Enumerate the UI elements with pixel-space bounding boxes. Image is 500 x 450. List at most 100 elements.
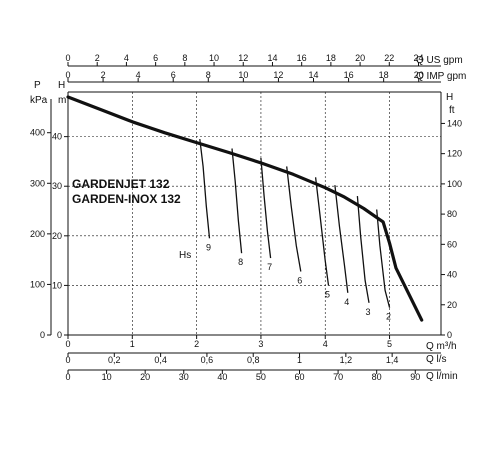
lps-tick-label: 0,8 [247, 355, 260, 365]
kpa-tick-label: 300 [30, 178, 45, 188]
lmin-tick-label: 50 [256, 372, 266, 382]
right-h-unit-sub: ft [449, 105, 455, 116]
main-performance-curve [66, 95, 424, 322]
suction-curve-9 [199, 139, 211, 239]
lmin-tick-label: 30 [179, 372, 189, 382]
ft-tick-label: 120 [447, 149, 462, 159]
m3h-tick-label: 3 [258, 339, 263, 349]
imp-gpm-tick-label: 16 [344, 70, 354, 80]
m3h-tick-label: 2 [194, 339, 199, 349]
us-gpm-tick-label: 18 [326, 53, 336, 63]
us-gpm-tick-label: 2 [95, 53, 100, 63]
lps-tick-label: 0 [65, 355, 70, 365]
us-gpm-tick-label: 12 [238, 53, 248, 63]
suction-curve-label-9: 9 [206, 242, 211, 252]
ft-tick-label: 40 [447, 270, 457, 280]
suction-curve-label-7: 7 [267, 262, 272, 272]
grid [68, 92, 441, 335]
ft-tick-label: 80 [447, 209, 457, 219]
ft-tick-label: 60 [447, 239, 457, 249]
right-h-unit: H [446, 92, 453, 103]
suction-curve-4 [334, 185, 349, 293]
imp-gpm-tick-label: 14 [309, 70, 319, 80]
us-gpm-tick-label: 14 [267, 53, 277, 63]
suction-curve-label-4: 4 [344, 297, 349, 307]
imp-gpm-tick-label: 4 [136, 70, 141, 80]
lmin-tick-label: 20 [140, 372, 150, 382]
suction-curve-8 [231, 148, 243, 254]
h-m-tick-label: 0 [57, 330, 62, 340]
lmin-tick-label: 70 [333, 372, 343, 382]
m3h-tick-label: 4 [323, 339, 328, 349]
imp-gpm-tick-label: 6 [171, 70, 176, 80]
lmin-tick-label: 60 [295, 372, 305, 382]
left-h-unit: H [58, 80, 65, 91]
imp-gpm-tick-label: 20 [414, 70, 424, 80]
lmin-tick-label: 10 [102, 372, 112, 382]
us-gpm-tick-label: 8 [182, 53, 187, 63]
suction-curve-6 [286, 166, 302, 272]
left-p-unit: P [34, 80, 41, 91]
bottom-ls-unit: Q l/s [426, 354, 447, 365]
bottom-m3h-unit: Q m³/h [426, 341, 457, 352]
lmin-tick-label: 0 [65, 372, 70, 382]
imp-gpm-tick-label: 0 [65, 70, 70, 80]
us-gpm-tick-label: 20 [355, 53, 365, 63]
lps-tick-label: 1,4 [386, 355, 399, 365]
imp-gpm-tick-label: 2 [101, 70, 106, 80]
us-gpm-tick-label: 22 [384, 53, 394, 63]
top-imp-gpm-unit: Q IMP gpm [416, 71, 466, 82]
model-name-1: GARDENJET 132 [72, 177, 170, 191]
imp-gpm-tick-label: 12 [273, 70, 283, 80]
top-us-gpm-unit: Q US gpm [416, 55, 463, 66]
lmin-tick-label: 40 [217, 372, 227, 382]
suction-curve-3 [356, 196, 370, 303]
us-gpm-tick-label: 6 [153, 53, 158, 63]
suction-curve-5 [314, 177, 330, 286]
axes [50, 65, 442, 371]
m3h-tick-label: 5 [387, 339, 392, 349]
ft-tick-label: 140 [447, 118, 462, 128]
us-gpm-tick-label: 24 [414, 53, 424, 63]
kpa-tick-label: 0 [40, 330, 45, 340]
suction-curve-2 [376, 209, 391, 308]
model-name-2: GARDEN-INOX 132 [72, 192, 181, 206]
ft-tick-label: 100 [447, 179, 462, 189]
suction-curve-7 [260, 157, 272, 259]
kpa-tick-label: 200 [30, 229, 45, 239]
us-gpm-tick-label: 16 [297, 53, 307, 63]
imp-gpm-tick-label: 8 [206, 70, 211, 80]
us-gpm-tick-label: 10 [209, 53, 219, 63]
tick-labels: 0 1 2 3 4 50 0,2 0,4 0,6 0,8 1 1,2 1,40 10 20 30 40 50 60 7… [30, 53, 462, 382]
lps-tick-label: 1 [297, 355, 302, 365]
suction-curve-label-3: 3 [365, 307, 370, 317]
imp-gpm-tick-label: 18 [379, 70, 389, 80]
h-m-tick-label: 20 [52, 231, 62, 241]
kpa-tick-label: 400 [30, 128, 45, 138]
suction-curve-label-8: 8 [238, 257, 243, 267]
us-gpm-tick-label: 4 [124, 53, 129, 63]
h-m-tick-label: 40 [52, 132, 62, 142]
m3h-tick-label: 0 [65, 339, 70, 349]
m3h-tick-label: 1 [130, 339, 135, 349]
h-m-tick-label: 10 [52, 280, 62, 290]
kpa-tick-label: 100 [30, 279, 45, 289]
us-gpm-tick-label: 0 [65, 53, 70, 63]
ft-tick-label: 20 [447, 300, 457, 310]
lmin-tick-label: 90 [410, 372, 420, 382]
curves [66, 95, 424, 322]
bottom-lmin-unit: Q l/min [426, 371, 458, 382]
lps-tick-label: 0,4 [154, 355, 167, 365]
left-p-unit-sub: kPa [30, 95, 48, 106]
ft-tick-label: 0 [447, 330, 452, 340]
imp-gpm-tick-label: 10 [238, 70, 248, 80]
h-m-tick-label: 30 [52, 181, 62, 191]
lps-tick-label: 0,2 [108, 355, 121, 365]
suction-curve-label-2: 2 [386, 312, 391, 322]
curve-labels: 9 8 7 6 5 4 3 2 [206, 242, 391, 321]
suction-curve-label-5: 5 [325, 289, 330, 299]
lps-tick-label: 0,6 [201, 355, 214, 365]
lps-tick-label: 1,2 [340, 355, 353, 365]
lmin-tick-label: 80 [372, 372, 382, 382]
